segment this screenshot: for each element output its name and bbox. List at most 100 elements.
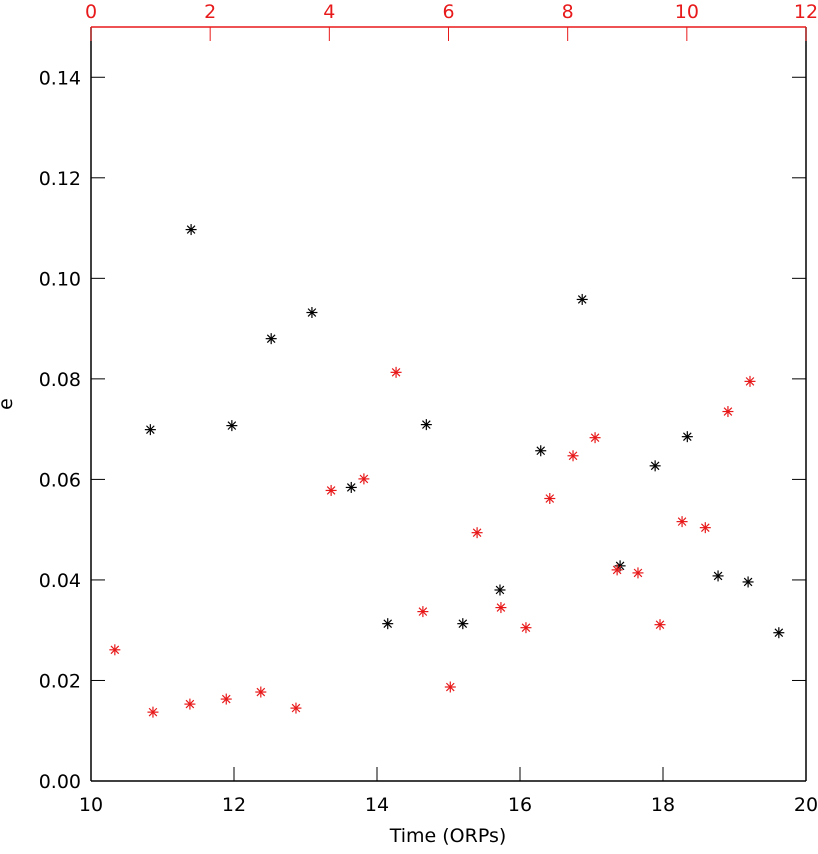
point [494, 584, 506, 596]
point [712, 570, 724, 582]
point [699, 522, 711, 534]
point [226, 420, 238, 432]
point-stroke [545, 494, 555, 503]
point [390, 366, 402, 378]
point [185, 224, 197, 236]
point [306, 307, 318, 319]
point [265, 333, 277, 345]
point-stroke [495, 585, 505, 595]
x2-tick-label: 4 [323, 1, 335, 23]
x-tick-label: 16 [508, 794, 532, 816]
x-tick-label: 12 [222, 794, 246, 816]
point [144, 424, 156, 436]
x-axis-label: Time (ORPs) [389, 825, 507, 847]
point-stroke [227, 421, 237, 430]
point-stroke [359, 474, 369, 484]
point [325, 484, 337, 496]
point [255, 686, 267, 698]
point-stroke [745, 377, 755, 386]
point [147, 706, 159, 718]
point-stroke [148, 707, 158, 717]
point [220, 693, 232, 705]
point [471, 527, 483, 539]
point [773, 627, 785, 639]
point [654, 619, 666, 631]
point [358, 473, 370, 485]
point [649, 460, 661, 472]
point-stroke [458, 619, 468, 628]
point-stroke [700, 523, 710, 532]
point-stroke [472, 528, 482, 537]
y-tick-label: 0.14 [39, 67, 81, 89]
x2-tick-label: 12 [794, 1, 818, 23]
point [611, 564, 623, 576]
point-stroke [185, 699, 195, 709]
point-stroke [743, 577, 753, 587]
y-tick-label: 0.04 [39, 570, 81, 592]
point-stroke [536, 446, 546, 456]
point-stroke [577, 295, 587, 304]
point [535, 445, 547, 457]
y-tick-label: 0.10 [39, 268, 81, 290]
point [742, 576, 754, 588]
point [681, 431, 693, 443]
x2-tick-label: 6 [442, 1, 454, 23]
point [184, 698, 196, 710]
point-stroke [496, 603, 506, 612]
point-stroke [346, 483, 356, 492]
point [495, 602, 507, 614]
point [544, 493, 556, 505]
x2-tick-label: 2 [204, 1, 216, 23]
x2-tick-label: 10 [675, 1, 699, 23]
point [722, 406, 734, 418]
point-stroke [307, 308, 317, 317]
point-stroke [418, 607, 428, 616]
point [520, 622, 532, 634]
point [444, 681, 456, 693]
point-stroke [186, 225, 196, 234]
point-stroke [521, 623, 531, 632]
point-stroke [633, 568, 643, 578]
point [382, 618, 394, 630]
y-tick-label: 0.12 [39, 168, 81, 190]
point-stroke [713, 571, 723, 581]
point [345, 481, 357, 493]
point [676, 516, 688, 528]
point [109, 644, 121, 656]
point-stroke [391, 368, 401, 377]
x-tick-label: 20 [794, 794, 818, 816]
point [632, 567, 644, 579]
point [744, 375, 756, 387]
point-stroke [256, 687, 266, 697]
point [589, 432, 601, 444]
x-tick-label: 14 [365, 794, 389, 816]
point-stroke [774, 628, 784, 638]
point-stroke [682, 432, 692, 441]
x-tick-label: 10 [79, 794, 103, 816]
y-tick-label: 0.00 [39, 771, 81, 793]
point [457, 618, 469, 630]
point-stroke [221, 694, 231, 704]
point-stroke [291, 703, 301, 713]
x-tick-label: 18 [651, 794, 675, 816]
point-stroke [677, 517, 687, 526]
point-stroke [590, 433, 600, 442]
point-stroke [655, 620, 665, 629]
point-stroke [110, 645, 120, 655]
y-tick-label: 0.02 [39, 670, 81, 692]
point-stroke [383, 619, 393, 628]
point-stroke [612, 565, 622, 575]
point-stroke [326, 486, 336, 495]
point-stroke [650, 461, 660, 471]
point [290, 702, 302, 714]
point-stroke [723, 407, 733, 416]
y-tick-label: 0.06 [39, 469, 81, 491]
x2-tick-label: 0 [85, 1, 97, 23]
point [420, 419, 432, 431]
y-tick-label: 0.08 [39, 369, 81, 391]
point-stroke [568, 451, 578, 461]
point-stroke [445, 682, 455, 692]
x2-tick-label: 8 [562, 1, 574, 23]
